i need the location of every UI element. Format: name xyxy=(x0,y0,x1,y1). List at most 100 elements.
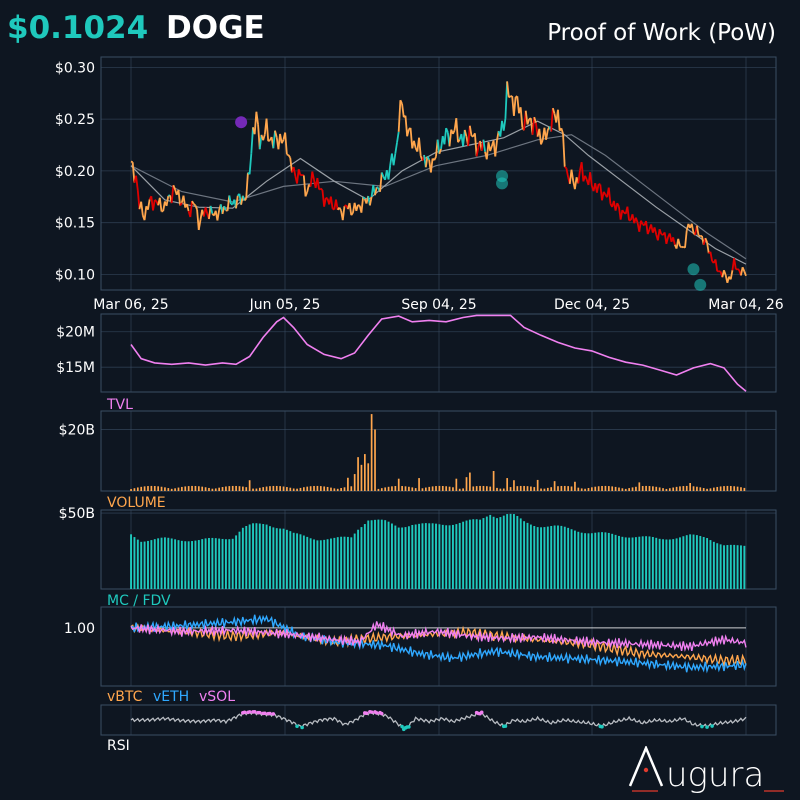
price-segment xyxy=(733,258,737,270)
price-segment xyxy=(516,96,520,114)
price-segment xyxy=(250,127,254,154)
augura-logo: ugura xyxy=(628,746,784,794)
mcfdv-bar xyxy=(496,518,498,589)
volume-bar xyxy=(387,486,390,491)
price-segment xyxy=(524,110,529,125)
price-segment xyxy=(216,210,220,221)
volume-bar xyxy=(435,486,437,491)
price-segment xyxy=(267,139,271,142)
volume-bar xyxy=(682,486,685,491)
volume-bar xyxy=(621,488,624,491)
mcfdv-bar xyxy=(441,524,444,589)
mcfdv-bar xyxy=(689,534,692,589)
volume-bar xyxy=(641,486,644,491)
rsi-oversold-dot xyxy=(295,724,299,729)
mcfdv-bar xyxy=(340,536,343,589)
price-y-tick-label: $0.20 xyxy=(55,164,95,180)
price-segment xyxy=(289,157,293,173)
mcfdv-bar xyxy=(631,537,634,589)
volume-bar xyxy=(187,486,190,491)
mcfdv-bar xyxy=(526,522,529,589)
mcfdv-bar xyxy=(675,538,678,589)
mcfdv-bar xyxy=(601,532,603,589)
volume-bar xyxy=(394,486,397,491)
mcfdv-bar xyxy=(618,535,620,589)
price-segment xyxy=(638,220,642,232)
price-y-tick-label: $0.10 xyxy=(55,267,95,283)
mcfdv-bar xyxy=(194,540,197,589)
mcfdv-y-tick-label: $50B xyxy=(59,506,95,522)
volume-bar xyxy=(546,487,549,491)
volume-bar xyxy=(611,486,614,491)
mcfdv-bar xyxy=(143,541,146,589)
price-segment xyxy=(526,118,530,125)
volume-bar xyxy=(360,464,363,491)
volume-bar xyxy=(713,487,715,491)
mcfdv-bar xyxy=(258,523,261,589)
rsi-label: RSI xyxy=(107,738,130,754)
mcfdv-bar xyxy=(719,544,722,589)
volume-bar xyxy=(506,478,509,491)
price-segment xyxy=(186,203,190,212)
sma-line xyxy=(130,120,747,265)
volume-bar xyxy=(591,487,593,491)
mcfdv-bar xyxy=(445,525,448,589)
tvl-line xyxy=(130,314,747,392)
mcfdv-bar xyxy=(387,521,390,589)
mcfdv-bar xyxy=(180,540,183,589)
mcfdv-bar xyxy=(716,543,719,589)
volume-bar xyxy=(706,488,708,491)
price-segment xyxy=(538,128,542,145)
price-segment xyxy=(679,245,683,249)
volume-bar xyxy=(411,487,414,491)
mcfdv-bar xyxy=(319,540,322,589)
price-segment xyxy=(302,175,307,197)
volume-bar xyxy=(580,488,583,491)
volume-bar xyxy=(662,488,664,491)
volume-bar xyxy=(668,488,671,491)
price-segment xyxy=(504,81,509,119)
volume-bar xyxy=(665,488,668,491)
volume-bar xyxy=(204,487,207,491)
mcfdv-bar xyxy=(296,533,299,589)
mcfdv-bar xyxy=(679,537,681,589)
volume-bar xyxy=(231,485,234,491)
mcfdv-bar xyxy=(187,541,190,589)
price-segment xyxy=(709,251,714,262)
volume-bar xyxy=(428,486,431,491)
mcfdv-bar xyxy=(672,539,675,589)
price-segment xyxy=(335,199,339,210)
mcfdv-bar xyxy=(285,529,288,589)
price-segment xyxy=(635,217,639,223)
price-segment xyxy=(355,204,359,212)
rsi-overbought-dot xyxy=(271,712,276,716)
volume-bar xyxy=(292,488,295,491)
price-display: $0.1024 xyxy=(7,10,149,46)
price-segment xyxy=(640,220,644,225)
volume-bar xyxy=(258,487,261,491)
volume-bar xyxy=(448,486,451,491)
mcfdv-bar xyxy=(397,527,400,589)
mcfdv-bar xyxy=(621,536,624,589)
mcfdv-bar xyxy=(462,521,465,589)
volume-bar xyxy=(401,486,403,491)
price-segment xyxy=(376,186,379,189)
mcfdv-bar xyxy=(580,532,583,589)
volume-bar xyxy=(262,487,265,491)
mcfdv-bar xyxy=(140,541,143,589)
volume-bar xyxy=(536,479,539,491)
volume-bar xyxy=(218,487,220,491)
relative-series-label: vSOL xyxy=(199,689,235,705)
volume-bar xyxy=(408,486,410,491)
price-segment xyxy=(665,236,669,245)
mcfdv-bar xyxy=(699,535,702,589)
mcfdv-bar xyxy=(648,536,651,589)
volume-bar xyxy=(357,457,359,491)
volume-bar xyxy=(584,488,586,491)
volume-bar xyxy=(635,486,637,491)
price-segment xyxy=(729,270,734,280)
price-segment xyxy=(619,209,624,220)
volume-bar xyxy=(133,488,136,491)
rsi-oversold-dot xyxy=(503,724,508,728)
mcfdv-bar xyxy=(255,523,258,589)
